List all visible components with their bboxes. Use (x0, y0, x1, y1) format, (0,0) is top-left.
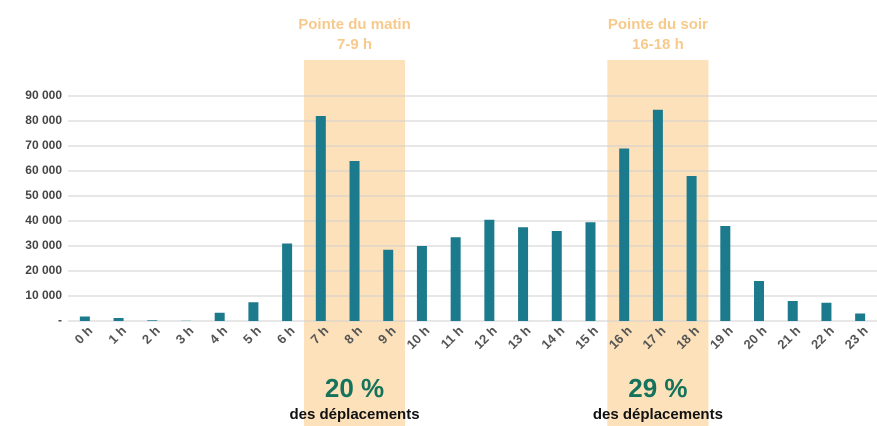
x-tick-label: 20 h (741, 323, 770, 352)
x-tick-label: 23 h (842, 323, 871, 352)
y-tick-label: 40 000 (25, 213, 62, 227)
highlight-share: 20 % (325, 373, 384, 403)
x-tick-label: 21 h (774, 323, 803, 352)
highlight-caption: des déplacements (289, 406, 419, 423)
x-tick-label: 15 h (572, 323, 601, 352)
x-tick-label: 10 h (403, 323, 432, 352)
bar (248, 302, 259, 321)
x-tick-label: 0 h (72, 323, 96, 347)
x-tick-label: 22 h (808, 323, 837, 352)
bar (754, 281, 765, 321)
bar (147, 320, 158, 321)
x-tick-label: 19 h (707, 323, 736, 352)
highlight-caption: des déplacements (593, 406, 723, 423)
bar (349, 161, 360, 321)
bar (585, 222, 596, 321)
bar (787, 301, 798, 321)
x-tick-label: 13 h (505, 323, 534, 352)
bar (450, 237, 461, 321)
bar (315, 116, 326, 321)
bar (821, 302, 832, 321)
x-tick-label: 2 h (139, 323, 163, 347)
y-tick-label: 80 000 (25, 113, 62, 127)
x-tick-label: 5 h (240, 323, 264, 347)
bar (113, 318, 124, 321)
bar (855, 313, 866, 321)
y-tick-label: 20 000 (25, 263, 62, 277)
bar (551, 231, 562, 321)
bar (484, 219, 495, 321)
y-tick-label: 30 000 (25, 238, 62, 252)
bar (416, 246, 427, 321)
highlight-subtitle: 7-9 h (337, 36, 372, 53)
x-tick-label: 12 h (471, 323, 500, 352)
x-tick-label: 1 h (105, 323, 129, 347)
bar (686, 176, 697, 321)
y-tick-label: 70 000 (25, 138, 62, 152)
bar (518, 227, 529, 321)
bar (619, 148, 630, 321)
x-tick-label: 4 h (206, 323, 230, 347)
x-tick-label: 14 h (538, 323, 567, 352)
x-tick-label: 11 h (438, 323, 467, 352)
bar (383, 249, 394, 321)
y-tick-label: 10 000 (25, 288, 62, 302)
bar (282, 243, 293, 321)
bar (720, 226, 731, 321)
highlight-title: Pointe du matin (298, 16, 411, 33)
bar (652, 109, 663, 321)
highlight-subtitle: 16-18 h (632, 36, 684, 53)
bar (214, 312, 225, 321)
highlight-title: Pointe du soir (608, 16, 708, 33)
y-tick-label: 60 000 (25, 163, 62, 177)
highlight-share: 29 % (628, 373, 687, 403)
x-tick-label: 3 h (173, 323, 197, 347)
y-tick-label: 50 000 (25, 188, 62, 202)
bar (79, 316, 90, 321)
y-tick-label: - (58, 313, 62, 327)
y-tick-label: 90 000 (25, 88, 62, 102)
x-tick-label: 6 h (274, 323, 298, 347)
